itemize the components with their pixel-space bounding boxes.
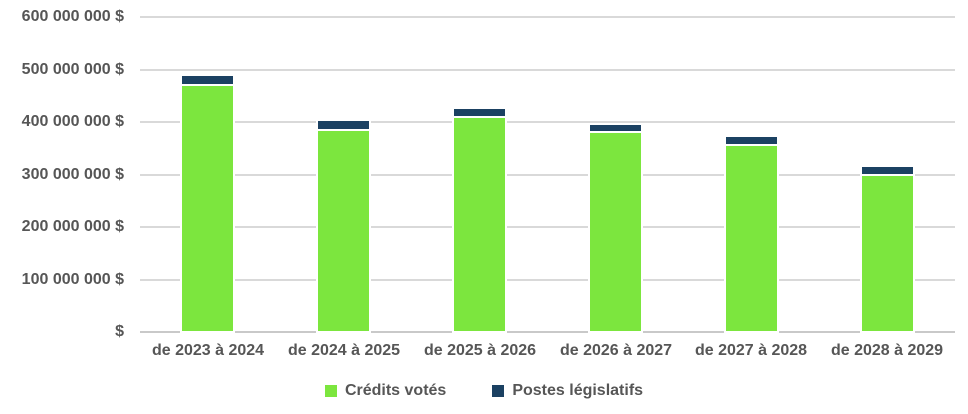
bar-segment-postes-legislatifs xyxy=(182,76,233,86)
legend-marker-postes-legislatifs xyxy=(492,385,505,397)
x-tick-label: de 2023 à 2024 xyxy=(151,342,265,359)
y-tick-label: 300 000 000 $ xyxy=(21,165,124,183)
bar-de-2024-a-2025 xyxy=(316,119,371,333)
bar-de-2026-a-2027 xyxy=(588,123,643,333)
x-tick-label: de 2027 à 2028 xyxy=(694,342,808,359)
legend-item-postes-legislatifs: Postes législatifs xyxy=(492,381,643,401)
y-tick-label: 500 000 000 $ xyxy=(21,60,124,78)
bar-segment-credits-votes xyxy=(590,133,641,331)
bar-de-2023-a-2024 xyxy=(180,74,235,333)
y-tick-label: 100 000 000 $ xyxy=(21,270,124,288)
bar-de-2027-a-2028 xyxy=(724,135,779,333)
bar-de-2028-a-2029 xyxy=(860,165,915,333)
bar-segment-credits-votes xyxy=(318,131,369,331)
x-tick-label: de 2024 à 2025 xyxy=(287,342,401,359)
x-tick-label: de 2025 à 2026 xyxy=(423,342,537,359)
gridline xyxy=(140,278,955,281)
bar-segment-credits-votes xyxy=(454,118,505,331)
gridline xyxy=(140,121,955,123)
gridline xyxy=(140,173,955,176)
legend-label: Postes législatifs xyxy=(512,382,644,399)
legend-label: Crédits votés xyxy=(344,382,447,399)
legend: Crédits votés Postes législatifs xyxy=(0,381,968,401)
legend-marker-credits-votes xyxy=(324,385,337,397)
bar-segment-credits-votes xyxy=(862,176,913,331)
bar-de-2025-a-2026 xyxy=(452,107,507,333)
bar-segment-postes-legislatifs xyxy=(454,109,505,118)
x-axis-line xyxy=(140,331,955,333)
x-tick-label: de 2026 à 2027 xyxy=(559,342,673,359)
bar-segment-credits-votes xyxy=(182,86,233,331)
gridline xyxy=(140,16,955,18)
bar-segment-postes-legislatifs xyxy=(862,167,913,176)
y-tick-label: 200 000 000 $ xyxy=(21,218,124,235)
bar-segment-postes-legislatifs xyxy=(590,125,641,133)
bar-segment-postes-legislatifs xyxy=(726,137,777,146)
bar-segment-credits-votes xyxy=(726,146,777,331)
y-tick-label: 600 000 000 $ xyxy=(21,8,124,25)
bar-segment-postes-legislatifs xyxy=(318,121,369,131)
x-tick-label: de 2028 à 2029 xyxy=(830,342,944,359)
legend-item-credits-votes: Crédits votés xyxy=(324,381,447,401)
gridline xyxy=(140,226,955,228)
gridline xyxy=(140,68,955,71)
y-tick-label: 400 000 000 $ xyxy=(21,113,124,130)
y-tick-label: $ xyxy=(115,323,124,340)
